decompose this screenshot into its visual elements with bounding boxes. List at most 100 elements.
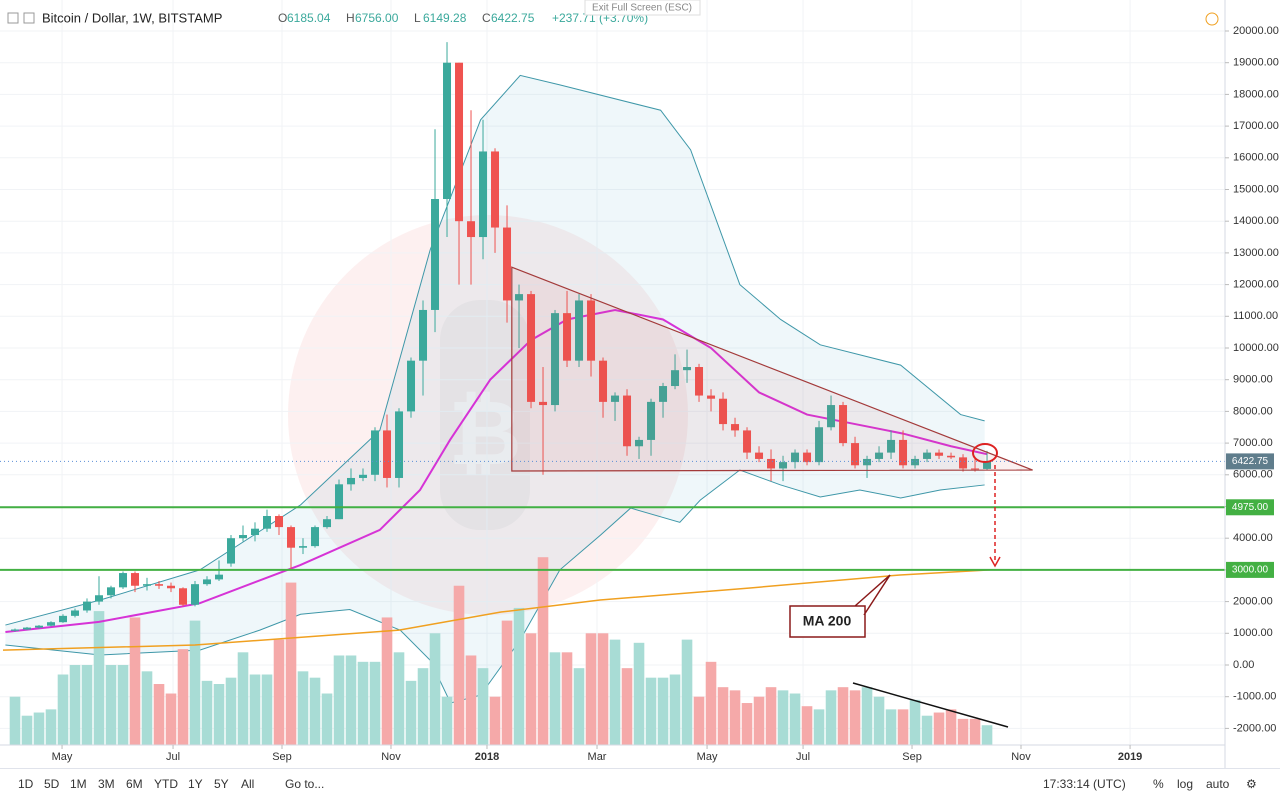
candle-body (143, 584, 152, 586)
candle-body (323, 519, 332, 528)
candle-body (539, 401, 548, 406)
volume-bar (609, 639, 621, 745)
candle-body (299, 546, 308, 548)
toolbar-item[interactable]: 5Y (214, 777, 229, 791)
candle-body (395, 411, 404, 478)
x-tick-label: 2018 (475, 751, 499, 763)
candle-body (671, 370, 680, 387)
level-label: 3000.00 (1232, 565, 1269, 576)
toolbar-item[interactable]: auto (1206, 777, 1230, 791)
volume-bar (249, 674, 261, 745)
volume-bar (189, 620, 201, 745)
candle-body (623, 395, 632, 447)
volume-bar (969, 718, 981, 745)
toolbar-item[interactable]: % (1153, 777, 1164, 791)
candle-body (431, 199, 440, 310)
candle-body (911, 458, 920, 466)
candle-body (971, 468, 980, 470)
x-tick-label: May (52, 751, 73, 763)
volume-bar (489, 696, 501, 745)
volume-bar (765, 687, 777, 745)
x-tick-label: Sep (902, 751, 922, 763)
volume-bar (201, 680, 213, 745)
level-label: 4975.00 (1232, 502, 1269, 513)
volume-bar (945, 709, 957, 745)
volume-bar (177, 649, 189, 745)
volume-bar (525, 633, 537, 745)
alert-icon[interactable] (1205, 12, 1219, 26)
ohlc-value: 6185.04 (287, 11, 331, 25)
candle-body (839, 405, 848, 444)
toolbar-item[interactable]: log (1177, 777, 1194, 791)
candle-body (347, 477, 356, 485)
candle-body (275, 516, 284, 528)
y-tick-label: 6000.00 (1233, 469, 1273, 481)
volume-bar (981, 725, 993, 745)
y-tick-label: 11000.00 (1233, 310, 1278, 322)
toolbar-item[interactable]: 6M (126, 777, 143, 791)
candle-body (491, 151, 500, 228)
callout (789, 574, 891, 638)
candle-body (443, 62, 452, 200)
toolbar-item[interactable]: 1Y (188, 777, 203, 791)
candle-body (647, 401, 656, 440)
volume-bar (21, 715, 33, 745)
toolbar-item[interactable]: All (241, 777, 255, 791)
candle-body (695, 367, 704, 396)
candle-body (35, 625, 44, 628)
y-tick-label: 7000.00 (1233, 437, 1273, 449)
volume-bar (561, 652, 573, 745)
candle-body (683, 367, 692, 371)
volume-bar (585, 633, 597, 745)
candle-body (119, 573, 128, 588)
y-tick-label: 16000.00 (1233, 152, 1279, 164)
ohlc-key: H (346, 11, 355, 25)
volume-bar (909, 699, 921, 745)
toolbar-item[interactable]: 1D (18, 777, 34, 791)
candle-body (131, 573, 140, 586)
volume-bar (333, 655, 345, 745)
last-price-box (1226, 453, 1274, 470)
volume-bar (885, 709, 897, 745)
candle-body (815, 427, 824, 463)
settings-icon[interactable]: ⚙ (1246, 777, 1257, 791)
x-tick-label: Nov (381, 751, 401, 763)
y-tick-label: 13000.00 (1233, 247, 1279, 259)
volume-bar (309, 677, 321, 745)
y-tick-label: 1000.00 (1233, 627, 1273, 639)
volume-bar (213, 684, 225, 745)
volume-bar (573, 668, 585, 745)
candle-body (167, 585, 176, 589)
toolbar-item[interactable]: 5D (44, 777, 60, 791)
candle-body (935, 452, 944, 456)
ohlc-value: 6149.28 (423, 11, 467, 25)
volume-bar (597, 633, 609, 745)
icon[interactable] (23, 12, 35, 24)
candle-body (503, 227, 512, 301)
ma-200 (2, 569, 991, 651)
toolbar-item[interactable]: 3M (98, 777, 115, 791)
candle-body (407, 360, 416, 412)
y-tick-label: 8000.00 (1233, 405, 1273, 417)
volume-bar (153, 684, 165, 745)
level-label-box (1226, 499, 1274, 516)
candle-body (227, 538, 236, 564)
toolbar-item[interactable]: Go to... (285, 777, 325, 791)
ohlc-value: 6422.75 (491, 11, 535, 25)
volume-bar (321, 693, 333, 745)
volume-bar (69, 664, 81, 745)
tooltip-box (584, 0, 701, 16)
volume-bar (345, 655, 357, 745)
volume-bar (117, 664, 129, 745)
volume-bar (873, 696, 885, 745)
candle-body (635, 439, 644, 447)
candle-body (827, 405, 836, 428)
y-tick-label: 15000.00 (1233, 183, 1279, 195)
candle-body (863, 458, 872, 466)
icon[interactable] (7, 12, 19, 24)
toolbar: 1D 5D 1M 3M 6M YTD 1Y 5Y All Go to... 17:33:14 (UT… (0, 768, 1280, 800)
toolbar-item[interactable]: YTD (154, 777, 178, 791)
volume-bar (81, 664, 93, 745)
candle-body (155, 584, 164, 586)
toolbar-item[interactable]: 1M (70, 777, 87, 791)
